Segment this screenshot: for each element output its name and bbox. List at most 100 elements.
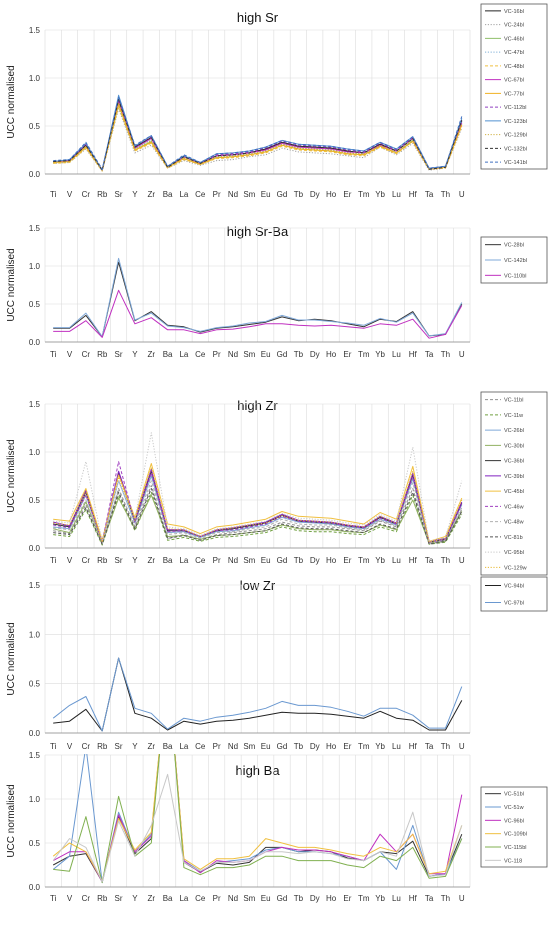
legend-entry: VC-46w <box>504 504 524 510</box>
series-line <box>53 463 463 542</box>
x-tick-label: Gd <box>277 894 288 903</box>
x-tick-label: Tm <box>358 556 370 565</box>
x-tick-label: Ce <box>195 350 206 359</box>
x-tick-label: La <box>179 742 188 751</box>
x-tick-label: Dy <box>310 894 320 903</box>
chart-title: high Sr-Ba <box>227 224 289 239</box>
x-tick-label: Rb <box>97 190 108 199</box>
legend-entry: VC-51bl <box>504 792 524 798</box>
y-tick-label: 1.0 <box>29 74 41 83</box>
x-tick-label: Pr <box>213 556 221 565</box>
x-tick-label: Ti <box>50 556 57 565</box>
x-tick-label: Yb <box>375 894 385 903</box>
x-tick-label: Cr <box>82 894 91 903</box>
y-tick-label: 1.5 <box>29 224 41 233</box>
x-tick-label: Yb <box>375 742 385 751</box>
series-line <box>53 106 463 172</box>
x-tick-label: Ce <box>195 742 206 751</box>
series-line <box>53 289 463 339</box>
legend-box <box>480 391 548 576</box>
x-tick-label: Sr <box>115 190 123 199</box>
x-tick-label: Th <box>441 350 450 359</box>
x-tick-label: Ce <box>195 894 206 903</box>
series-line <box>53 461 463 543</box>
legend-entry: VC-11bl <box>504 398 523 404</box>
x-tick-label: Tm <box>358 190 370 199</box>
x-tick-label: Cr <box>82 350 91 359</box>
x-tick-label: Dy <box>310 742 320 751</box>
legend-entry: VC-30bl <box>504 443 524 449</box>
legend-entry: VC-96bl <box>504 818 524 824</box>
x-tick-label: Nd <box>228 742 238 751</box>
x-tick-label: Pr <box>213 350 221 359</box>
series-line <box>52 773 463 883</box>
series-line <box>53 485 463 545</box>
x-tick-label: Ti <box>50 742 57 751</box>
x-tick-label: Ba <box>163 894 173 903</box>
x-tick-label: Lu <box>392 894 401 903</box>
legend-entry: VC-24bl <box>504 23 524 29</box>
legend-entry: VC-132bl <box>504 146 527 152</box>
series-line <box>53 257 463 338</box>
series-line <box>53 102 463 171</box>
x-tick-label: Ta <box>425 556 434 565</box>
y-tick-label: 1.0 <box>29 448 41 457</box>
legend-entry: VC-112bl <box>504 105 527 111</box>
x-tick-label: Eu <box>261 742 271 751</box>
legend-entry: VC-47bl <box>504 50 524 56</box>
x-tick-label: Cr <box>82 556 91 565</box>
x-tick-label: Y <box>132 742 138 751</box>
x-tick-label: Ho <box>326 350 337 359</box>
x-tick-label: Y <box>132 556 138 565</box>
legend-entry: VC-67bl <box>504 78 524 84</box>
x-tick-label: Zr <box>147 556 155 565</box>
y-tick-label: 0.0 <box>29 338 41 347</box>
series-line <box>53 108 463 172</box>
legend-entry: VC-11w <box>504 413 523 419</box>
x-tick-label: Ba <box>163 742 173 751</box>
y-tick-label: 1.5 <box>29 26 41 35</box>
x-tick-label: Nd <box>228 190 238 199</box>
y-tick-label: 0.5 <box>29 122 41 131</box>
y-tick-label: 0.5 <box>29 839 41 848</box>
x-tick-label: Tb <box>294 742 304 751</box>
legend-entry: VC-48w <box>504 520 524 526</box>
x-tick-label: V <box>67 556 73 565</box>
x-tick-label: Ti <box>50 350 57 359</box>
x-tick-label: Ce <box>195 190 206 199</box>
series-line <box>53 475 463 543</box>
y-tick-label: 1.0 <box>29 262 41 271</box>
x-tick-label: U <box>459 894 465 903</box>
x-tick-label: Lu <box>392 556 401 565</box>
x-tick-label: Hf <box>409 894 418 903</box>
x-tick-label: La <box>179 556 188 565</box>
x-tick-label: La <box>179 190 188 199</box>
x-tick-label: U <box>459 350 465 359</box>
x-tick-label: U <box>459 556 465 565</box>
x-tick-label: Hf <box>409 742 418 751</box>
y-axis-label: UCC normalised <box>6 248 17 321</box>
x-tick-label: Y <box>132 350 138 359</box>
x-tick-label: Rb <box>97 350 108 359</box>
legend-box <box>480 786 548 868</box>
x-tick-label: Ta <box>425 190 434 199</box>
x-tick-label: Tm <box>358 742 370 751</box>
y-tick-label: 0.0 <box>29 883 41 892</box>
x-tick-label: Ce <box>195 556 206 565</box>
x-tick-label: Dy <box>310 350 320 359</box>
x-tick-label: Sm <box>243 190 255 199</box>
x-tick-label: Tb <box>294 894 304 903</box>
series-line <box>53 96 463 170</box>
chart-title: low Zr <box>240 578 276 593</box>
x-tick-label: Ta <box>425 742 434 751</box>
legend-entry: VC-94bl <box>504 584 524 590</box>
legend-entry: VC-51w <box>504 805 524 811</box>
x-tick-label: Sm <box>243 556 255 565</box>
x-tick-label: Nd <box>228 894 238 903</box>
x-tick-label: V <box>67 190 73 199</box>
x-tick-label: Pr <box>213 190 221 199</box>
legend-entry: VC-26bl <box>504 428 524 434</box>
x-tick-label: Th <box>441 556 450 565</box>
